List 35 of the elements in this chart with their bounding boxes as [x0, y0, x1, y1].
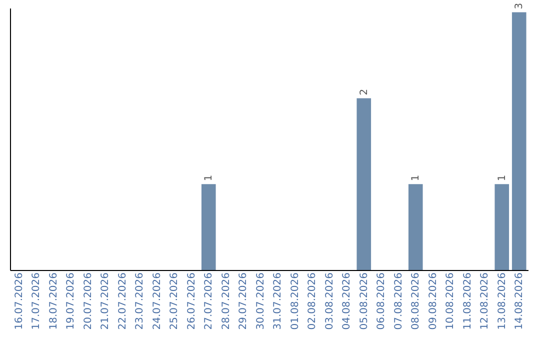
- x-tick-label: 22.07.2026: [117, 272, 128, 330]
- x-tick-label: 11.08.2026: [462, 272, 474, 330]
- x-tick-label: 31.07.2026: [272, 272, 284, 330]
- x-tick-label: 04.08.2026: [342, 272, 353, 330]
- x-tick-label: 01.08.2026: [290, 272, 301, 330]
- x-tick-label: 28.07.2026: [220, 272, 232, 330]
- x-tick-label: 18.07.2026: [48, 272, 60, 330]
- data-label: 1: [410, 174, 422, 182]
- x-tick-label: 20.07.2026: [82, 272, 94, 330]
- x-tick-label: 21.07.2026: [100, 272, 112, 330]
- x-tick-label: 02.08.2026: [307, 272, 318, 330]
- x-tick-label: 19.07.2026: [66, 272, 77, 330]
- x-tick-label: 26.07.2026: [186, 272, 198, 330]
- x-tick-label: 09.08.2026: [428, 272, 439, 330]
- x-tick-label: 27.07.2026: [204, 272, 215, 330]
- x-tick-label: 06.08.2026: [376, 272, 388, 330]
- data-label: 2: [358, 88, 370, 96]
- data-label: 1: [204, 174, 215, 182]
- x-tick-label: 24.07.2026: [152, 272, 163, 330]
- x-tick-label: 29.07.2026: [238, 272, 250, 330]
- data-label: 1: [496, 174, 508, 182]
- x-tick-label: 12.08.2026: [480, 272, 491, 330]
- x-tick-label: 03.08.2026: [324, 272, 336, 330]
- x-tick-label: 10.08.2026: [445, 272, 456, 330]
- x-tick-label: 07.08.2026: [393, 272, 404, 330]
- x-tick-label: 16.07.2026: [14, 272, 25, 330]
- x-tick-label: 13.08.2026: [496, 272, 508, 330]
- x-tick-label: 30.07.2026: [255, 272, 266, 330]
- data-label: 3: [514, 2, 526, 10]
- x-tick-label: 23.07.2026: [134, 272, 146, 330]
- x-tick-label: 08.08.2026: [410, 272, 422, 330]
- x-tick-label: 25.07.2026: [169, 272, 180, 330]
- x-tick-label: 14.08.2026: [514, 272, 526, 330]
- x-tick-label: 05.08.2026: [358, 272, 370, 330]
- x-tick-label: 17.07.2026: [31, 272, 42, 330]
